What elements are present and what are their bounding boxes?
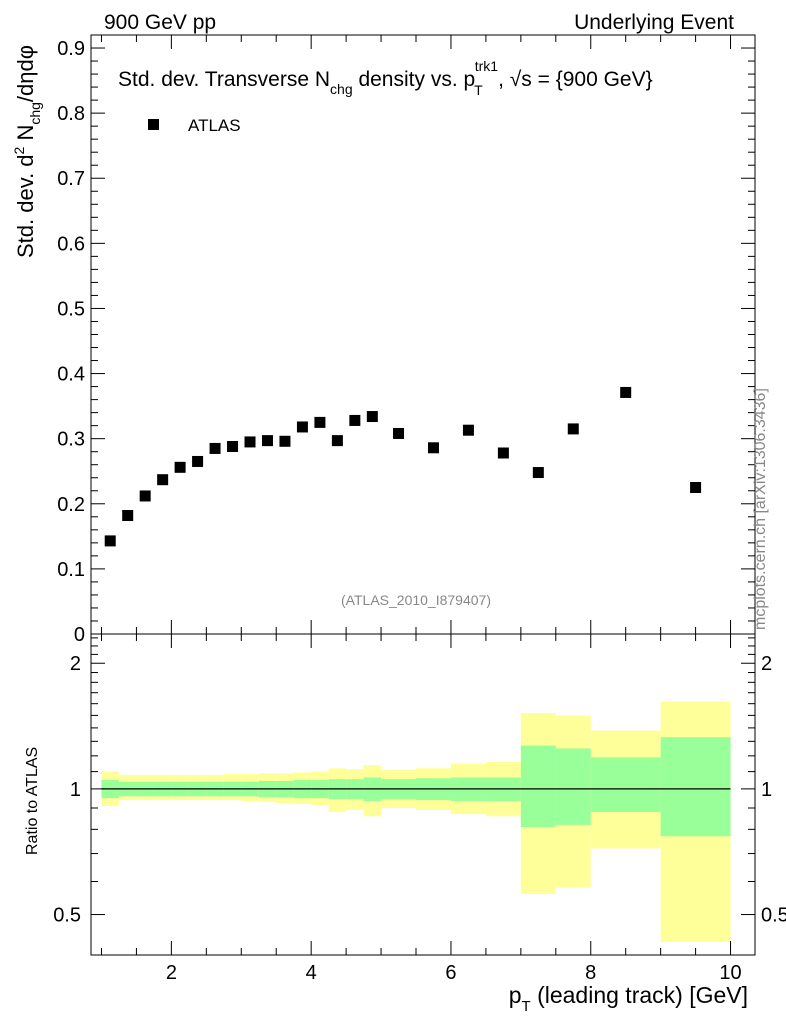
main-y-tick-label: 0.6 [57, 233, 85, 255]
main-y-tick-label: 0.5 [57, 298, 85, 320]
atlas-data-points [104, 386, 702, 547]
atlas-data-point [279, 435, 291, 447]
atlas-data-point [690, 482, 702, 494]
atlas-data-point [620, 386, 632, 398]
ratio-plot-frame [90, 633, 756, 956]
atlas-data-point [227, 440, 239, 452]
atlas-data-point [296, 421, 308, 433]
legend-label: ATLAS [188, 116, 241, 135]
main-y-tick-label: 0.8 [57, 103, 85, 125]
atlas-data-point [427, 442, 439, 454]
atlas-data-point [314, 416, 326, 428]
ratio-inner-band [590, 757, 661, 813]
main-plot-title: Std. dev. Transverse Nchg density vs. pT… [118, 58, 653, 98]
atlas-data-point [497, 447, 509, 459]
main-y-tick-label: 0.4 [57, 364, 85, 386]
atlas-data-point [349, 414, 361, 426]
main-y-tick-label: 0 [74, 624, 85, 646]
atlas-data-point [209, 442, 221, 454]
ratio-y-tick-label-right: 0.5 [761, 905, 786, 927]
atlas-data-point [244, 436, 256, 448]
atlas-data-point [261, 435, 273, 447]
analysis-id-label: (ATLAS_2010_I879407) [341, 592, 491, 608]
atlas-data-point [532, 467, 544, 479]
atlas-data-point [192, 455, 204, 467]
ratio-y-axis: 0.5 0.5 1 1 2 2 [53, 637, 786, 927]
main-y-axis-label: Std. dev. d2 Nchg/dηdφ [11, 45, 43, 258]
x-tick-label: 4 [306, 962, 317, 984]
atlas-data-point [366, 411, 378, 423]
ratio-uncertainty-bands [101, 701, 731, 942]
ratio-y-axis-label: Ratio to ATLAS [24, 747, 41, 855]
ratio-inner-band [555, 748, 591, 825]
ratio-y-tick-label: 2 [70, 653, 81, 675]
atlas-data-point [331, 435, 343, 447]
atlas-data-point [104, 535, 116, 547]
x-tick-label: 8 [585, 962, 596, 984]
x-tick-label: 10 [719, 962, 741, 984]
x-tick-label: 6 [445, 962, 456, 984]
watermark-label: mcplots.cern.ch [arXiv:1306.3436] [752, 388, 769, 630]
atlas-data-point [462, 424, 474, 436]
atlas-data-point [174, 461, 186, 473]
ratio-inner-band [660, 737, 731, 837]
ratio-y-tick-label: 1 [70, 779, 81, 801]
main-y-tick-label: 0.3 [57, 429, 85, 451]
x-axis-label: pT (leading track) [GeV] [509, 982, 748, 1015]
header-right-label: Underlying Event [574, 11, 734, 34]
ratio-x-axis: 2 4 6 8 10 [100, 634, 742, 984]
atlas-data-point [139, 490, 151, 502]
atlas-data-point [122, 510, 134, 522]
atlas-data-point [393, 427, 405, 439]
main-y-tick-label: 0.2 [57, 494, 85, 516]
ratio-y-tick-label-right: 1 [761, 779, 772, 801]
header-left-label: 900 GeV pp [104, 11, 216, 34]
ratio-y-tick-label-right: 2 [761, 653, 772, 675]
main-y-tick-label: 0.1 [57, 559, 85, 581]
main-y-tick-label: 0.7 [57, 168, 85, 190]
x-tick-label: 2 [166, 962, 177, 984]
main-x-ticks [100, 35, 732, 634]
ratio-inner-band [520, 745, 556, 828]
ratio-y-tick-label: 0.5 [53, 905, 81, 927]
atlas-data-point [157, 474, 169, 486]
legend-marker [148, 119, 159, 130]
main-y-axis: 0 0.1 0.2 0.3 0.4 0.5 0.6 0.7 0.8 0.9 [57, 38, 755, 646]
atlas-data-point [567, 423, 579, 435]
main-y-tick-label: 0.9 [57, 38, 85, 60]
